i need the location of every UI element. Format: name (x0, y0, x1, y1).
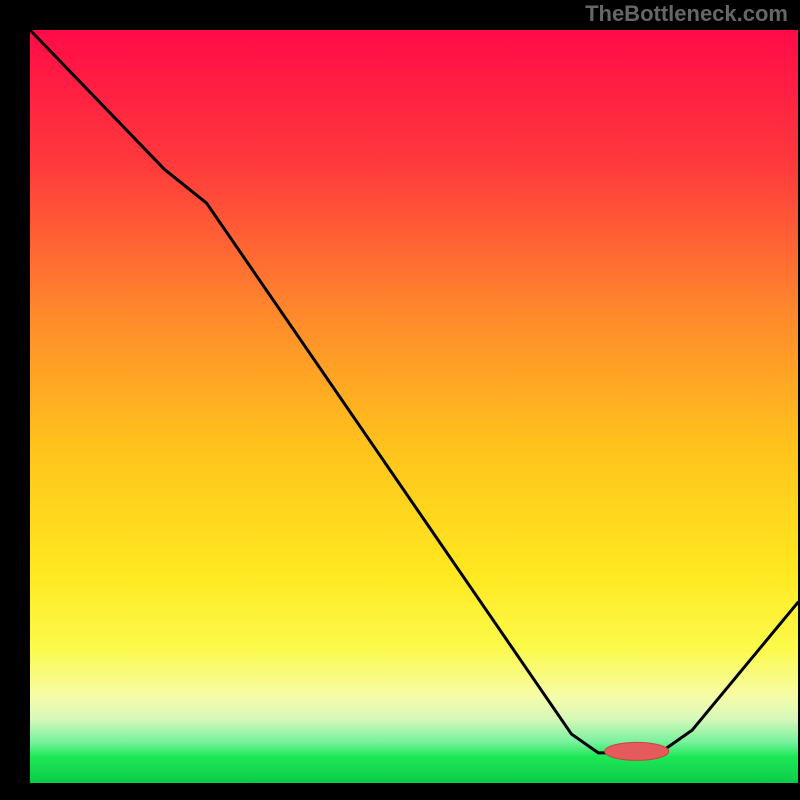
chart-svg (30, 30, 798, 783)
plot-area (30, 30, 798, 783)
chart-root: TheBottleneck.com (0, 0, 800, 800)
watermark-text: TheBottleneck.com (585, 0, 788, 28)
gradient-background (30, 30, 798, 783)
optimal-marker (605, 742, 669, 760)
